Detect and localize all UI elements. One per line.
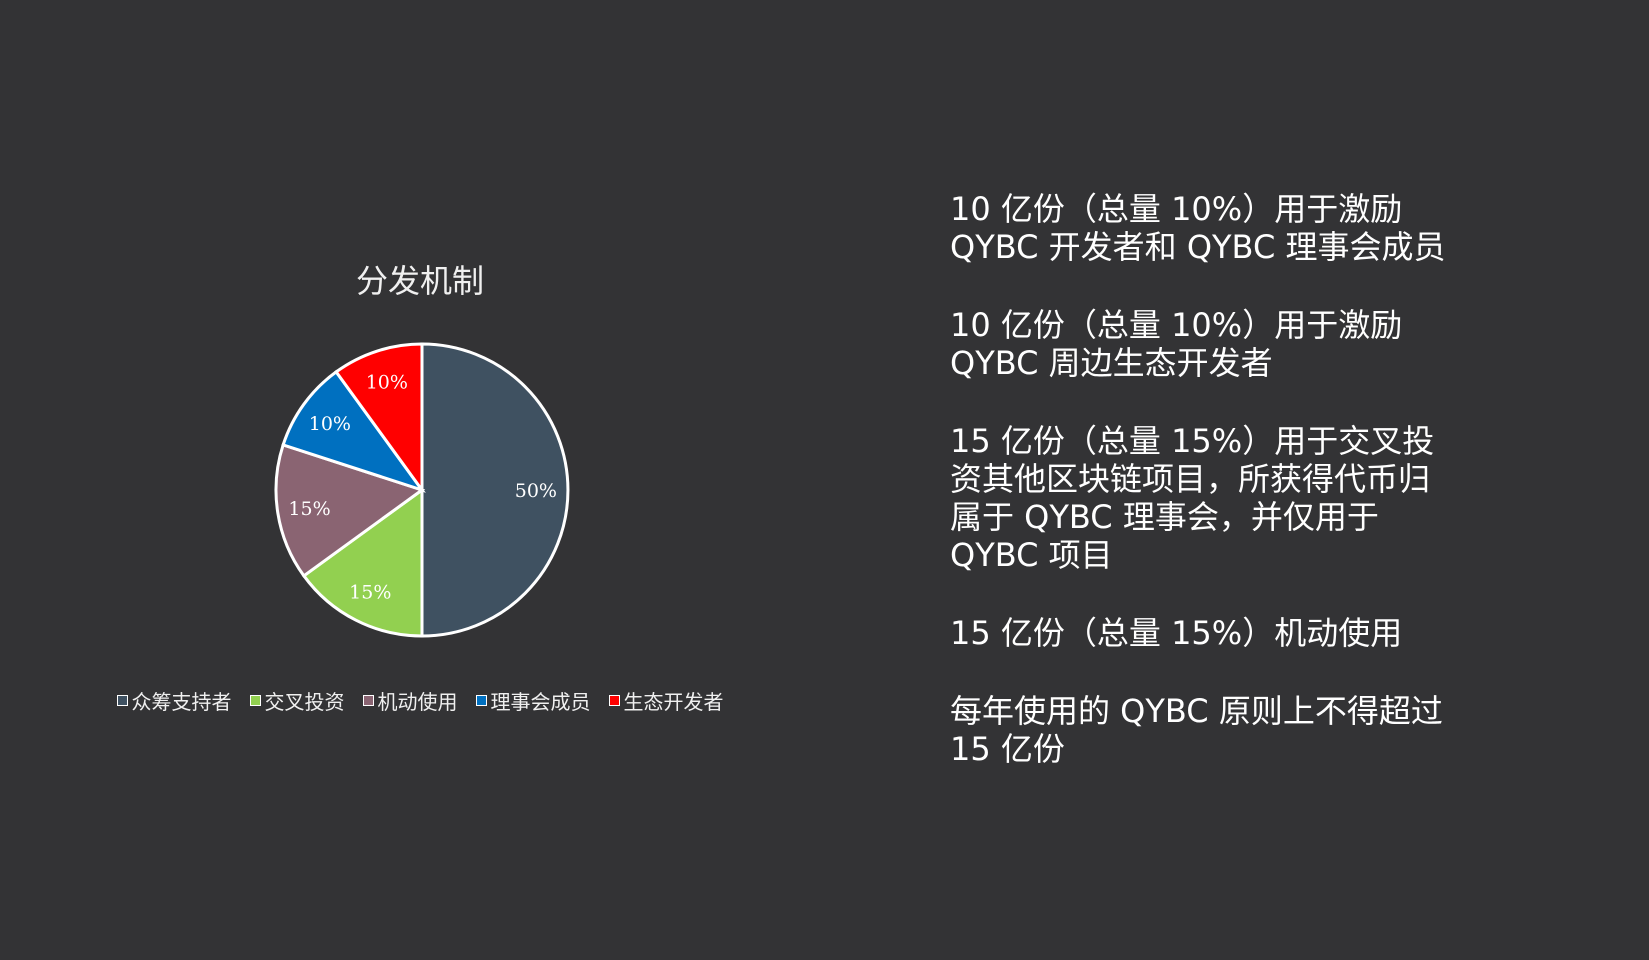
paragraph-developers: 10 亿份（总量 10%）用于激励 QYBC 开发者和 QYBC 理事会成员 [950,190,1446,266]
legend-item-crowdfunding: 众筹支持者 [116,686,232,715]
legend-swatch-crowdfunding [116,695,128,706]
chart-legend: 众筹支持者 交叉投资 机动使用 理事会成员 生态开发者 [60,686,780,715]
slice-label-council-members: 10% [309,413,351,435]
paragraph-cross-investment: 15 亿份（总量 15%）用于交叉投 资其他区块链项目，所获得代币归 属于 QY… [950,422,1435,574]
legend-swatch-flexible-use [362,695,374,706]
pie-slice-flexible-use [274,442,426,578]
paragraph-flexible-use: 15 亿份（总量 15%）机动使用 [950,614,1403,652]
slice-label-crowdfunding: 50% [515,480,557,502]
legend-swatch-council-members [475,695,487,706]
pie-slice-crowdfunding [420,342,570,638]
legend-item-ecosystem-developers: 生态开发者 [608,686,724,715]
legend-label-ecosystem-developers: 生态开发者 [623,690,724,714]
slice-label-cross-investment: 15% [349,581,391,603]
legend-label-cross-investment: 交叉投资 [264,690,345,714]
legend-label-flexible-use: 机动使用 [377,690,458,714]
pie-slice-cross-investment [301,487,424,638]
pie-slice-council-members [281,369,426,493]
pie-slice-ecosystem-developers [334,342,424,495]
description-panel: 10 亿份（总量 10%）用于激励 QYBC 开发者和 QYBC 理事会成员 1… [950,190,1510,808]
slice-label-ecosystem-developers: 10% [366,372,408,394]
slice-label-flexible-use: 15% [288,498,330,520]
legend-swatch-ecosystem-developers [608,695,620,706]
paragraph-ecosystem: 10 亿份（总量 10%）用于激励 QYBC 周边生态开发者 [950,306,1403,382]
chart-title: 分发机制 [355,262,484,300]
legend-item-council-members: 理事会成员 [475,686,591,715]
legend-swatch-cross-investment [249,695,261,706]
pie-chart: 50% 15% 15% 10% 10% 分发机制 众筹支持者 交叉投资 机动使用 理事会成员 生… [60,240,780,720]
legend-label-council-members: 理事会成员 [490,690,591,714]
legend-item-cross-investment: 交叉投资 [249,686,345,715]
legend-item-flexible-use: 机动使用 [362,686,458,715]
paragraph-annual-limit: 每年使用的 QYBC 原则上不得超过 15 亿份 [950,692,1443,768]
pie-chart-svg: 50% 15% 15% 10% 10% [274,342,570,638]
legend-label-crowdfunding: 众筹支持者 [131,690,232,714]
